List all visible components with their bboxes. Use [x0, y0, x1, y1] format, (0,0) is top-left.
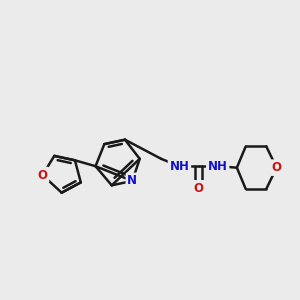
- Text: O: O: [194, 182, 204, 195]
- Text: NH: NH: [208, 160, 228, 173]
- Text: O: O: [272, 161, 282, 174]
- Text: O: O: [38, 169, 47, 182]
- Text: NH: NH: [169, 160, 189, 173]
- Text: N: N: [127, 174, 137, 188]
